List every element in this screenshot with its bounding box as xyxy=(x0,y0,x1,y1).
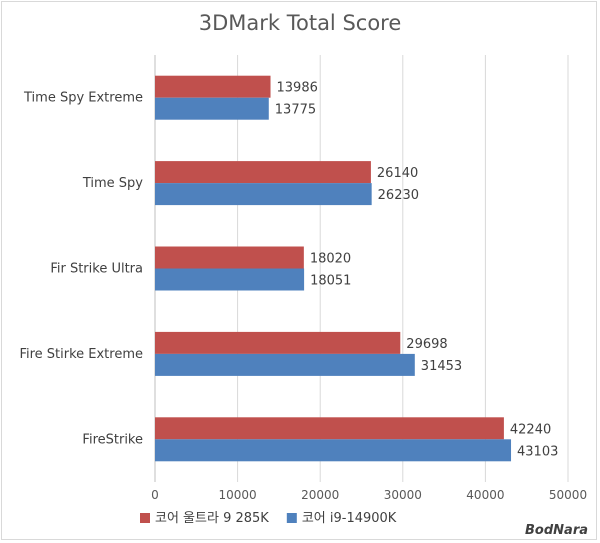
bar xyxy=(155,183,372,206)
bars: 13986 13775 26140 26230 18020 18051 29698 31453… xyxy=(155,75,558,462)
x-tick-label: 30000 xyxy=(384,488,422,502)
data-label: 18051 xyxy=(310,274,351,289)
category-labels: Time Spy Extreme Time Spy Fir Strike Ultra… xyxy=(19,91,143,448)
data-label: 18020 xyxy=(310,252,351,267)
bar xyxy=(155,439,512,462)
x-tick-label: 40000 xyxy=(466,488,504,502)
data-label: 26230 xyxy=(378,188,419,203)
data-label: 43103 xyxy=(517,444,558,459)
x-tick-label: 10000 xyxy=(219,488,257,502)
bar xyxy=(155,97,269,120)
category-label: Fire Stirke Extreme xyxy=(19,347,143,362)
x-tick-labels: 0 10000 20000 30000 40000 50000 xyxy=(151,488,587,502)
data-label: 31453 xyxy=(421,359,462,374)
legend-label: 코어 i9-14900K xyxy=(302,511,397,526)
legend-swatch xyxy=(140,513,150,523)
bar xyxy=(155,268,305,291)
data-label: 29698 xyxy=(406,337,447,352)
watermark-logo: BodNara xyxy=(525,523,588,538)
category-label: FireStrike xyxy=(82,432,143,447)
x-tick-label: 0 xyxy=(151,488,159,502)
bar xyxy=(155,331,401,354)
data-label: 26140 xyxy=(377,166,418,181)
bar xyxy=(155,417,504,440)
legend-swatch xyxy=(286,513,297,523)
category-label: Time Spy Extreme xyxy=(23,91,143,106)
x-tick-label: 20000 xyxy=(301,488,339,502)
data-label: 13986 xyxy=(277,81,318,96)
bar xyxy=(155,246,304,269)
x-tick-label: 50000 xyxy=(549,488,587,502)
data-label: 42240 xyxy=(510,422,551,437)
category-label: Fir Strike Ultra xyxy=(50,262,143,277)
legend-label: 코어 울트라 9 285K xyxy=(155,511,269,526)
bar xyxy=(155,75,271,98)
bar xyxy=(155,353,415,376)
data-label: 13775 xyxy=(275,103,316,118)
bar xyxy=(155,161,371,184)
chart-title: 3DMark Total Score xyxy=(199,11,402,35)
legend: 코어 울트라 9 285K 코어 i9-14900K xyxy=(140,511,397,526)
category-label: Time Spy xyxy=(82,176,143,191)
gridlines xyxy=(154,55,569,482)
